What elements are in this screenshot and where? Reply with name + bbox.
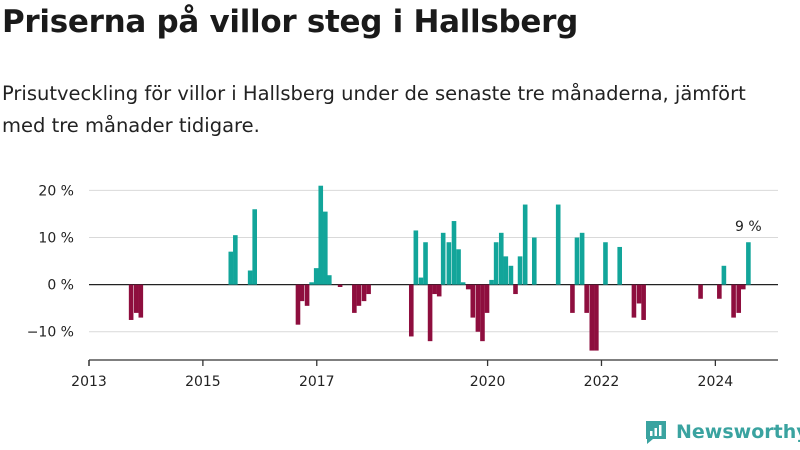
bar [555,204,561,285]
bar [503,256,509,285]
bar [299,284,305,302]
bar [484,284,490,313]
bar [247,270,253,285]
bar [323,211,328,285]
bar [617,246,622,285]
bar [641,284,646,320]
x-tick-label: 2022 [584,374,620,390]
bar [522,204,528,285]
bar [531,237,537,285]
brand-name: Newsworthy [676,421,800,443]
bar [498,232,504,285]
bar [493,242,499,285]
bar [574,237,580,285]
newsworthy-brand: Newsworthy [644,419,800,445]
bar [731,284,736,318]
bar [366,284,371,295]
x-tick-label: 2015 [185,374,221,390]
bar [636,284,642,304]
bar [480,284,485,342]
bar [413,230,419,285]
bar [423,242,428,285]
bar [456,249,461,285]
bar [356,284,362,306]
x-tick-label: 2024 [698,374,734,390]
bar [508,265,514,285]
bar [489,279,494,285]
bar [698,284,703,299]
bar [579,232,585,285]
bar [589,284,595,351]
bar [451,221,457,285]
bar [470,284,476,318]
bar [318,185,324,285]
bar [446,242,452,285]
bar [475,284,481,332]
bar [133,284,139,313]
bar [460,282,466,285]
bar [352,284,357,313]
x-tick-label: 2013 [71,374,107,390]
bar [603,242,608,285]
bar [740,284,746,290]
bar [432,284,437,295]
bar [736,284,742,313]
bar [138,284,144,318]
bar [313,268,319,285]
bar [584,284,589,313]
bar [228,251,234,285]
bar [721,265,727,285]
bar [594,284,599,351]
bar [327,275,332,285]
page-title: Priserna på villor steg i Hallsberg [2,4,579,40]
bar [233,235,238,285]
bar [631,284,637,318]
page-subtitle: Prisutveckling för villor i Hallsberg un… [2,82,746,137]
latest-value-label: 9 % [735,219,762,235]
y-tick-label: 20 % [38,183,74,199]
bar [337,284,343,287]
bar [295,284,301,325]
bar [440,232,446,285]
bar [304,284,310,306]
bar [408,284,414,337]
y-tick-label: −10 % [27,325,74,341]
bar [746,242,751,285]
y-tick-label: 10 % [38,231,74,247]
bar [361,284,367,302]
bar [717,284,722,299]
bar [570,284,575,313]
x-tick-label: 2020 [470,374,506,390]
bar [517,256,523,285]
bar [465,284,471,290]
bar [252,209,257,285]
bar [418,277,424,285]
bar [128,284,134,320]
bar [436,284,442,297]
newsworthy-logo-icon [646,421,666,444]
bar [513,284,518,295]
bar [427,284,433,342]
bar [309,282,314,285]
x-tick-label: 2017 [299,374,335,390]
y-tick-label: 0 % [47,278,74,294]
